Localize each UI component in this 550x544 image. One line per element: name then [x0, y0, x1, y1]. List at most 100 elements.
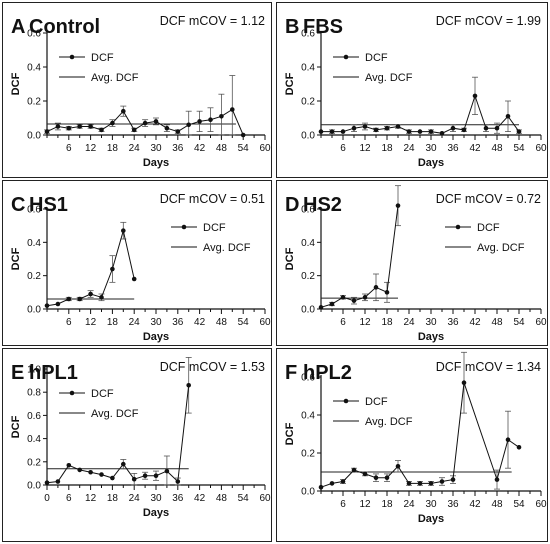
data-point: [461, 127, 467, 133]
data-point: [131, 276, 137, 282]
y-tick-label: 0.4: [301, 411, 315, 422]
y-tick-label: 0.6: [301, 373, 315, 384]
data-point: [121, 461, 126, 467]
x-tick-label: 36: [172, 317, 184, 328]
x-tick-label: 60: [259, 493, 271, 504]
panel-c: C HS1 DCF mCOV = 0.51 0.0 0.2 0.4 0.6 6 12 18 24 30…: [2, 180, 272, 346]
y-tick-label: 0.6: [301, 205, 315, 216]
data-point: [329, 129, 335, 134]
x-tick-label: 6: [66, 317, 72, 328]
panel-b: B FBS DCF mCOV = 1.99 0.0 0.2 0.4 0.6 6 12 18 24 30…: [276, 2, 548, 178]
panel-title: HS1: [29, 194, 68, 216]
data-point: [131, 476, 137, 482]
x-tick-label: 60: [259, 317, 271, 328]
data-point: [153, 473, 159, 479]
data-point: [340, 295, 346, 300]
legend-avg-label: Avg. DCF: [91, 72, 139, 84]
legend-series-marker: [343, 54, 349, 60]
data-point: [88, 291, 93, 297]
data-point: [329, 301, 335, 307]
data-point: [362, 124, 368, 129]
x-tick-label: 12: [85, 317, 97, 328]
x-tick-label: 12: [359, 143, 371, 154]
x-tick-label: 18: [381, 499, 393, 510]
x-tick-label: 18: [107, 317, 119, 328]
panel-d: D HS2 DCF mCOV = 0.72 0.0 0.2 0.4 0.6 6 12 18 24 30…: [276, 180, 548, 346]
y-axis-label: DCF: [284, 72, 296, 95]
x-tick-label: 6: [66, 143, 72, 154]
data-point: [450, 477, 456, 482]
x-tick-label: 54: [238, 143, 250, 154]
data-point: [66, 125, 72, 131]
y-tick-label: 0.6: [301, 29, 315, 40]
legend-avg-label: Avg. DCF: [91, 408, 139, 420]
data-point: [373, 285, 379, 290]
x-tick-label: 36: [447, 143, 459, 154]
data-point: [44, 129, 50, 134]
x-tick-label: 60: [259, 143, 271, 154]
y-axis-label: DCF: [284, 247, 296, 270]
stat-label: DCF mCOV = 1.34: [436, 360, 541, 374]
data-point: [406, 481, 412, 486]
stat-label: DCF mCOV = 0.51: [160, 192, 265, 206]
data-point: [240, 132, 246, 138]
y-tick-label: 0.2: [301, 449, 315, 460]
legend-series-marker: [69, 390, 75, 396]
data-point: [384, 125, 390, 131]
data-point: [88, 124, 93, 129]
data-point: [66, 296, 72, 302]
x-tick-label: 54: [238, 493, 250, 504]
data-point: [186, 122, 191, 128]
y-tick-label: 0.0: [301, 487, 315, 498]
x-tick-label: 6: [66, 493, 72, 504]
y-tick-label: 0.6: [27, 205, 41, 216]
data-point: [428, 129, 434, 134]
x-tick-label: 42: [194, 143, 206, 154]
panel-title: hPL1: [29, 362, 78, 384]
data-point: [77, 124, 82, 129]
data-point: [373, 127, 379, 133]
data-point: [395, 464, 401, 469]
data-point: [406, 129, 412, 134]
x-tick-label: 48: [491, 317, 503, 328]
data-point: [384, 475, 390, 480]
data-point: [494, 125, 500, 131]
data-point: [175, 479, 181, 484]
data-point: [362, 471, 368, 477]
data-point: [121, 228, 126, 233]
x-tick-label: 48: [216, 143, 228, 154]
x-tick-label: 42: [194, 317, 206, 328]
x-tick-label: 6: [340, 143, 346, 154]
x-tick-label: 54: [513, 499, 525, 510]
x-tick-label: 30: [425, 317, 437, 328]
x-tick-label: 6: [340, 317, 346, 328]
data-point: [99, 127, 104, 133]
x-tick-label: 24: [403, 317, 415, 328]
data-point: [373, 475, 379, 480]
panel-letter: C: [11, 194, 25, 216]
data-point: [351, 467, 357, 473]
y-tick-label: 0.4: [27, 238, 41, 249]
x-axis-label: Days: [418, 513, 444, 525]
data-point: [505, 114, 511, 119]
data-point: [395, 203, 401, 208]
x-tick-label: 42: [469, 317, 481, 328]
series-line: [46, 385, 190, 484]
legend-series-marker: [181, 224, 187, 230]
data-point: [439, 131, 445, 136]
x-axis-label: Days: [143, 507, 169, 519]
panel-letter: F: [285, 362, 297, 384]
panel-title: HS2: [303, 194, 342, 216]
y-tick-label: 0.4: [27, 434, 41, 445]
y-tick-label: 0.2: [27, 457, 41, 468]
y-tick-label: 0.4: [301, 238, 315, 249]
x-tick-label: 60: [535, 317, 547, 328]
legend-avg-label: Avg. DCF: [203, 242, 251, 254]
data-point: [44, 303, 50, 308]
y-tick-label: 0.0: [27, 481, 41, 492]
data-point: [55, 479, 61, 484]
y-tick-label: 0.2: [27, 271, 41, 282]
x-tick-label: 24: [129, 143, 141, 154]
y-tick-label: 0.4: [301, 63, 315, 74]
stat-label: DCF mCOV = 1.53: [160, 360, 265, 374]
